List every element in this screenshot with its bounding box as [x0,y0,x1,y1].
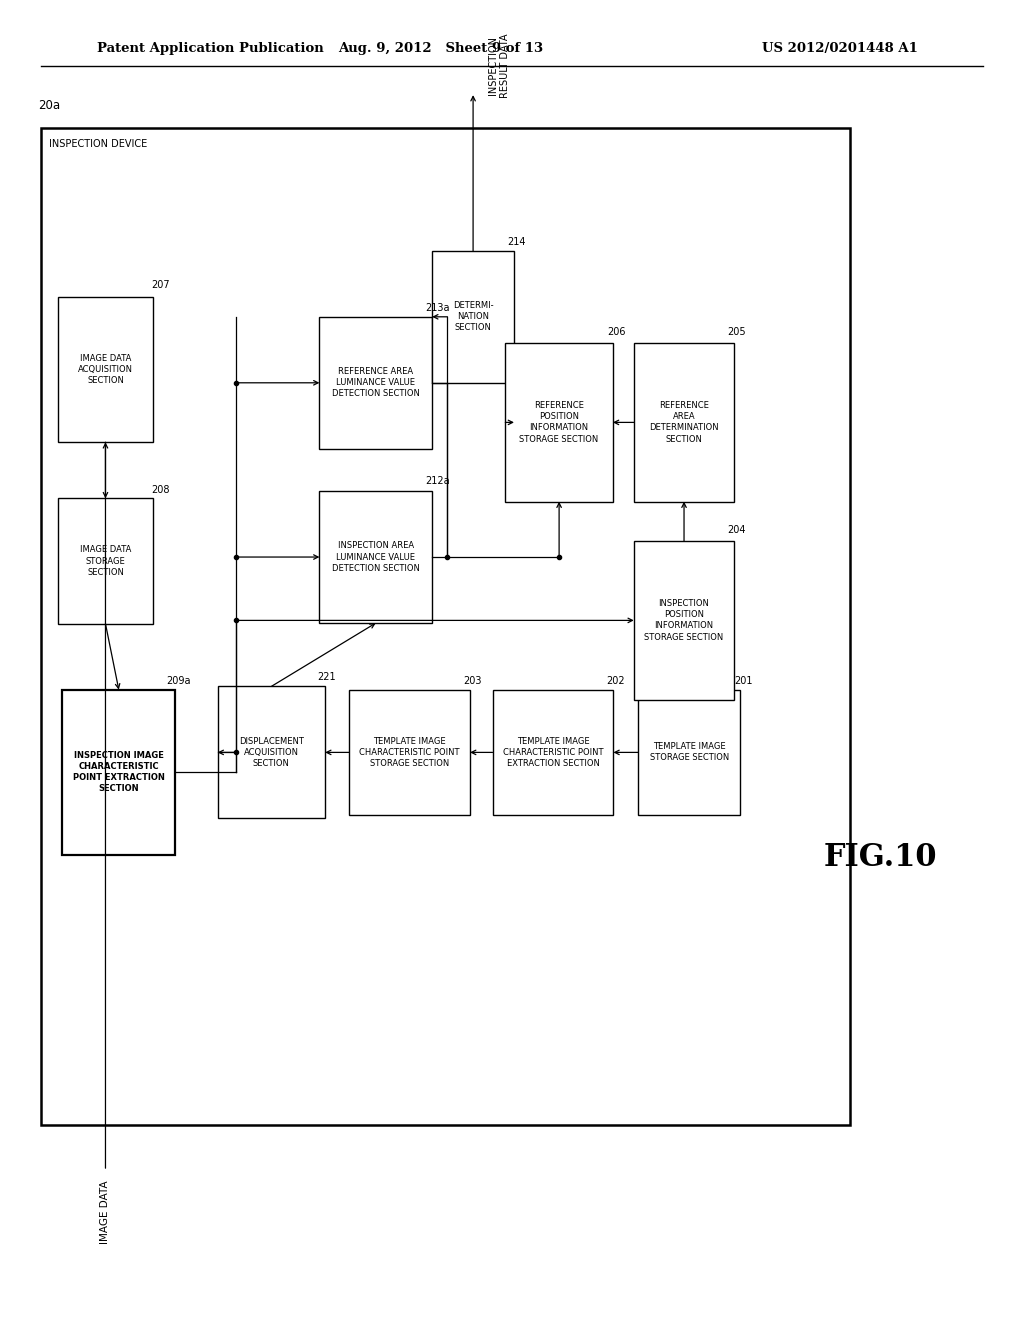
Text: IMAGE DATA
ACQUISITION
SECTION: IMAGE DATA ACQUISITION SECTION [78,354,133,385]
Text: DETERMI-
NATION
SECTION: DETERMI- NATION SECTION [453,301,494,333]
Text: 213a: 213a [425,302,450,313]
Bar [349,689,470,814]
Bar [493,689,613,814]
Text: INSPECTION
RESULT DATA: INSPECTION RESULT DATA [488,33,510,98]
Bar [218,686,326,818]
Bar [506,343,612,502]
Text: Aug. 9, 2012   Sheet 9 of 13: Aug. 9, 2012 Sheet 9 of 13 [338,42,543,55]
Text: 212a: 212a [425,475,450,486]
Text: REFERENCE
AREA
DETERMINATION
SECTION: REFERENCE AREA DETERMINATION SECTION [649,401,719,444]
Text: 201: 201 [734,676,753,686]
Text: TEMPLATE IMAGE
CHARACTERISTIC POINT
STORAGE SECTION: TEMPLATE IMAGE CHARACTERISTIC POINT STOR… [359,737,460,768]
Bar [319,317,432,449]
Bar [57,499,154,624]
Text: 202: 202 [606,676,625,686]
Text: 207: 207 [152,280,170,290]
Text: FIG.10: FIG.10 [824,842,937,874]
Text: TEMPLATE IMAGE
CHARACTERISTIC POINT
EXTRACTION SECTION: TEMPLATE IMAGE CHARACTERISTIC POINT EXTR… [503,737,603,768]
Text: US 2012/0201448 A1: US 2012/0201448 A1 [762,42,918,55]
Text: 203: 203 [463,676,481,686]
Text: INSPECTION AREA
LUMINANCE VALUE
DETECTION SECTION: INSPECTION AREA LUMINANCE VALUE DETECTIO… [332,541,420,573]
Text: REFERENCE AREA
LUMINANCE VALUE
DETECTION SECTION: REFERENCE AREA LUMINANCE VALUE DETECTION… [332,367,420,399]
Bar [319,491,432,623]
Bar [57,297,154,442]
Bar [62,689,175,855]
Bar [634,343,734,502]
Bar [41,128,850,1125]
Text: IMAGE DATA: IMAGE DATA [100,1180,111,1243]
Text: 208: 208 [152,484,170,495]
Text: INSPECTION DEVICE: INSPECTION DEVICE [49,139,147,149]
Bar [634,541,734,700]
Text: 214: 214 [507,236,525,247]
Text: 206: 206 [607,326,626,337]
Text: INSPECTION IMAGE
CHARACTERISTIC
POINT EXTRACTION
SECTION: INSPECTION IMAGE CHARACTERISTIC POINT EX… [73,751,165,793]
Bar [432,251,514,383]
Text: 205: 205 [727,326,745,337]
Text: 221: 221 [317,672,336,682]
Text: IMAGE DATA
STORAGE
SECTION: IMAGE DATA STORAGE SECTION [80,545,131,577]
Text: REFERENCE
POSITION
INFORMATION
STORAGE SECTION: REFERENCE POSITION INFORMATION STORAGE S… [519,401,599,444]
Text: INSPECTION
POSITION
INFORMATION
STORAGE SECTION: INSPECTION POSITION INFORMATION STORAGE … [644,599,724,642]
Text: 209a: 209a [166,676,190,686]
Text: 204: 204 [727,524,745,535]
Text: 20a: 20a [38,99,60,112]
Text: TEMPLATE IMAGE
STORAGE SECTION: TEMPLATE IMAGE STORAGE SECTION [649,742,729,763]
Text: DISPLACEMENT
ACQUISITION
SECTION: DISPLACEMENT ACQUISITION SECTION [239,737,304,768]
Bar [638,689,740,814]
Text: Patent Application Publication: Patent Application Publication [97,42,324,55]
